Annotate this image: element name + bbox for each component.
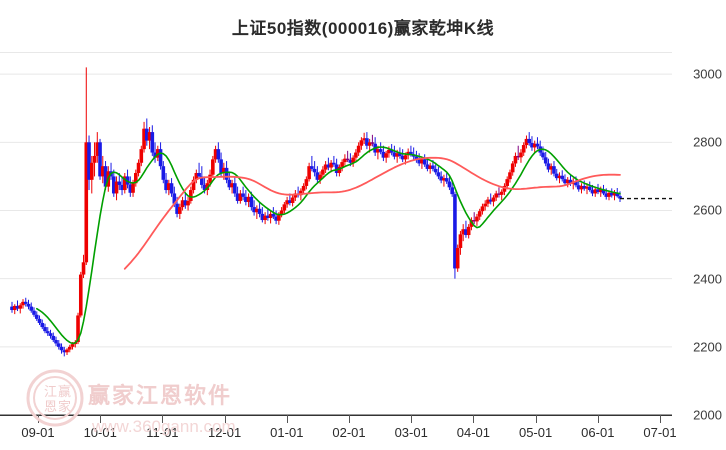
plot-area: [0, 52, 672, 415]
gridlines: [0, 52, 672, 415]
x-axis-tick: [349, 415, 350, 423]
x-axis-tick: [286, 415, 288, 423]
x-axis-tick-label: 09-01: [21, 425, 55, 440]
x-axis-labels: 09-01 10-01 11-01 12-01 01-01 02-01 03-01 04-01…: [0, 415, 726, 450]
y-axis-tick-label: 3000: [693, 66, 722, 82]
y-axis-tick-label: 2000: [693, 407, 722, 423]
y-axis-tick-label: 2600: [693, 202, 722, 218]
x-axis-tick: [224, 415, 226, 423]
x-axis-tick-label: 07-01: [643, 425, 677, 440]
x-axis-line: [0, 415, 672, 416]
y-axis-tick-label: 2400: [693, 271, 722, 287]
y-axis-tick-label: 2800: [693, 134, 722, 150]
x-axis-tick-label: 12-01: [207, 425, 242, 440]
y-axis-tick-label: 2200: [693, 339, 722, 355]
x-axis-tick: [411, 415, 413, 423]
x-axis-tick-label: 04-01: [456, 425, 491, 440]
x-axis-tick: [100, 415, 102, 423]
moving-average-lines: [36, 146, 621, 345]
x-axis-tick-label: 03-01: [394, 425, 428, 440]
x-axis-tick-label: 05-01: [518, 425, 553, 440]
x-axis-tick-label: 01-01: [270, 425, 304, 440]
x-axis-tick-label: 10-01: [83, 425, 117, 440]
x-axis-tick: [473, 415, 475, 423]
x-axis-tick: [660, 415, 661, 423]
x-axis-tick-label: 02-01: [332, 425, 366, 440]
page-title: 上证50指数(000016)赢家乾坤K线: [231, 19, 495, 38]
x-axis-tick: [535, 415, 537, 423]
y-axis-labels: 3000 2800 2600 2400 2200 2000: [672, 0, 726, 450]
x-axis-tick: [38, 415, 39, 423]
x-axis-tick: [162, 415, 164, 423]
x-axis-tick: [597, 415, 599, 423]
x-axis-tick-label: 11-01: [146, 425, 179, 440]
x-axis-tick-label: 06-01: [581, 425, 615, 440]
last-close-dashed-line: [620, 197, 672, 200]
